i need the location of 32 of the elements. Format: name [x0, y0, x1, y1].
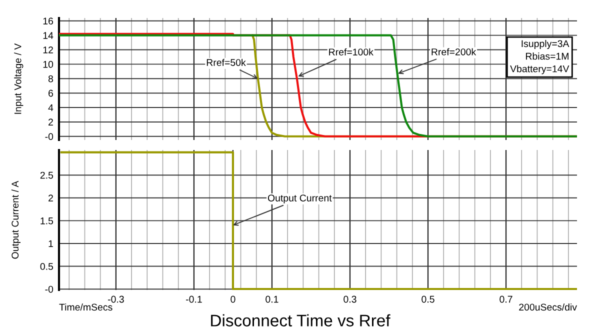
x-tick-label: 0.3: [344, 296, 356, 303]
y-axis-title: Input Voltage / V: [14, 43, 24, 114]
annotation: Rref=50k: [206, 58, 246, 66]
y-axis-title: Output Current / A: [11, 180, 20, 259]
y-tick-label: 1: [48, 240, 53, 248]
x-tick-label: 0.7: [500, 296, 512, 303]
text: 200uSecs/div: [519, 303, 577, 311]
annotation: Isupply=3A Rbias=1M Vbattery=14V: [510, 40, 570, 74]
x-tick-label: -0.3: [108, 296, 124, 303]
y-tick-label: 2.5: [40, 172, 54, 179]
x-tick-label: 0.1: [266, 296, 278, 303]
y-tick-label: -0: [45, 286, 54, 293]
y-tick-label: 2: [48, 118, 53, 126]
annotation: Rref=100k: [329, 48, 374, 56]
text: Disconnect Time vs Rref: [211, 314, 390, 326]
x-tick-label: 0.5: [422, 296, 434, 303]
x-axis-title: Time/mSecs: [59, 303, 112, 311]
y-tick-label: 16: [43, 18, 54, 25]
y-tick-label: 4: [48, 104, 54, 112]
x-tick-label: -0.1: [186, 296, 202, 303]
y-tick-label: 0.5: [40, 263, 54, 270]
y-tick-label: -0: [45, 133, 54, 140]
y-tick-label: 10: [43, 60, 54, 68]
annotation: Rref=200k: [432, 48, 476, 56]
y-tick-label: 2: [48, 194, 53, 202]
y-tick-label: 14: [43, 32, 54, 39]
x-tick-label: 0: [230, 296, 236, 303]
y-tick-label: 1.5: [40, 218, 54, 224]
y-tick-label: 8: [48, 75, 54, 82]
annotation: Output Current: [268, 194, 332, 204]
y-tick-label: 12: [43, 46, 53, 54]
y-tick-label: 6: [48, 90, 54, 97]
